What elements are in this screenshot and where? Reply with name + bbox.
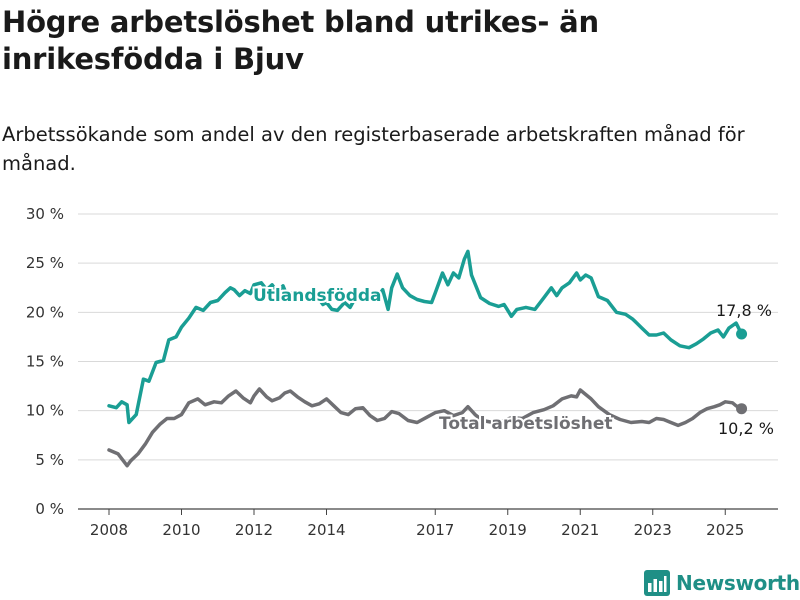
y-axis-ticks: 0 % 5 % 10 % 15 % 20 % 25 % 30 % (26, 205, 64, 518)
x-tick-label: 2021 (561, 521, 599, 539)
y-tick-label: 30 % (26, 205, 64, 223)
newsworthy-brand: Newsworthy (644, 568, 800, 598)
end-label-utlandsfodda: 17,8 % (716, 301, 772, 320)
x-tick-label: 2010 (162, 521, 200, 539)
y-tick-label: 15 % (26, 353, 64, 371)
x-tick-label: 2008 (90, 521, 128, 539)
y-tick-label: 25 % (26, 254, 64, 272)
chart-title: Högre arbetslöshet bland utrikes- än inr… (2, 5, 599, 76)
x-axis-ticks: 2008 2010 2012 2014 2017 2019 2021 2023 2025 (90, 509, 744, 539)
series-label-utlandsfodda: Utlandsfödda (253, 286, 382, 306)
series-lines (107, 249, 748, 468)
chart-subtitle: Arbetssökande som andel av den registerb… (2, 123, 745, 175)
y-tick-label: 10 % (26, 402, 64, 420)
x-tick-label: 2023 (634, 521, 672, 539)
newsworthy-logo-icon (644, 570, 670, 596)
y-tick-label: 20 % (26, 303, 64, 321)
series-label-total: Total arbetslöshet (439, 414, 613, 434)
x-tick-label: 2019 (489, 521, 527, 539)
brand-name: Newsworthy (676, 571, 800, 595)
x-tick-label: 2012 (235, 521, 273, 539)
end-label-total: 10,2 % (718, 419, 774, 438)
x-tick-label: 2017 (416, 521, 454, 539)
y-tick-label: 5 % (35, 451, 64, 469)
y-tick-label: 0 % (35, 500, 64, 518)
x-tick-label: 2025 (706, 521, 744, 539)
series-line-total (107, 387, 744, 468)
series-line-utlandsfodda (107, 249, 744, 425)
x-tick-label: 2014 (307, 521, 345, 539)
end-point-utlandsfodda (736, 328, 748, 340)
gridlines (78, 213, 778, 510)
end-point-total (736, 403, 748, 415)
